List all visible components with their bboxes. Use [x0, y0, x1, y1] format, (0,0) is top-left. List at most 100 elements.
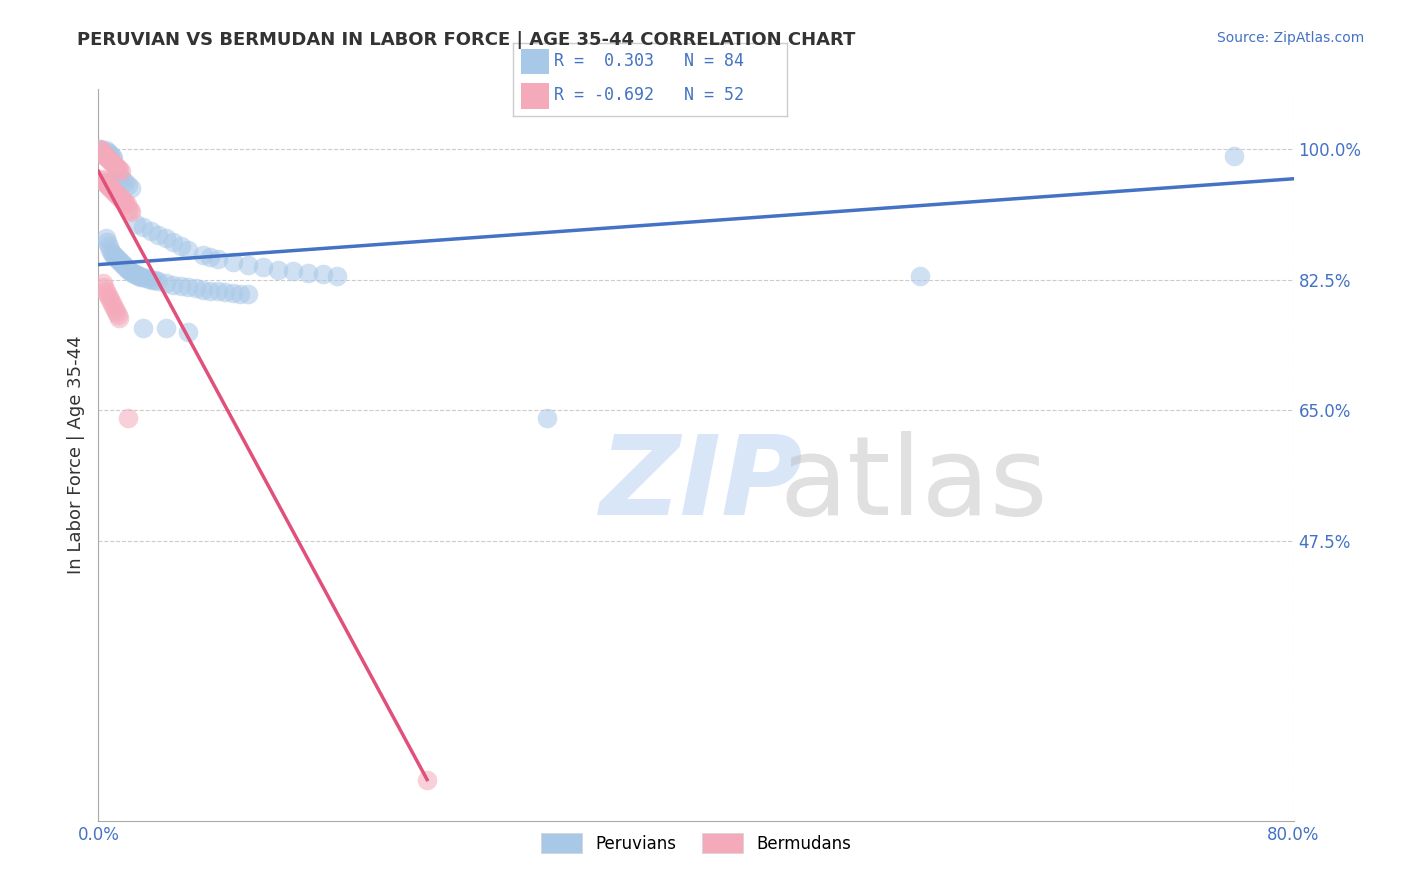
Point: [120, 265, 142, 279]
Point: [114, 195, 136, 210]
Point: [132, 220, 155, 235]
Point: [908, 268, 931, 283]
Text: R = -0.692   N = 52: R = -0.692 N = 52: [554, 87, 744, 104]
Point: [107, 161, 129, 176]
Point: [177, 325, 200, 339]
Point: [103, 157, 125, 171]
Point: [118, 203, 141, 218]
Point: [103, 299, 125, 313]
Point: [169, 239, 191, 253]
Point: [132, 321, 155, 335]
Point: [90, 171, 112, 186]
Point: [94, 284, 117, 298]
Point: [155, 277, 177, 291]
Point: [252, 260, 274, 274]
Point: [148, 274, 170, 288]
Point: [94, 176, 117, 190]
Point: [107, 188, 129, 202]
Point: [162, 235, 184, 250]
Point: [93, 175, 115, 189]
Point: [143, 273, 166, 287]
Point: [132, 270, 155, 285]
Point: [200, 284, 222, 298]
Point: [121, 266, 143, 280]
Point: [108, 310, 131, 325]
Text: PERUVIAN VS BERMUDAN IN LABOR FORCE | AGE 35-44 CORRELATION CHART: PERUVIAN VS BERMUDAN IN LABOR FORCE | AG…: [77, 31, 856, 49]
Point: [207, 252, 229, 267]
Point: [416, 772, 439, 787]
Point: [139, 224, 162, 238]
Point: [93, 148, 115, 162]
Point: [162, 277, 184, 292]
Point: [103, 248, 125, 262]
Point: [111, 171, 134, 186]
Point: [281, 264, 304, 278]
Point: [118, 264, 141, 278]
Point: [98, 180, 122, 194]
Text: ZIP: ZIP: [600, 431, 804, 538]
Point: [222, 255, 245, 269]
Point: [184, 281, 207, 295]
Point: [94, 231, 117, 245]
Point: [91, 173, 114, 187]
Point: [101, 155, 124, 169]
Point: [107, 308, 129, 322]
Point: [103, 151, 125, 165]
Point: [96, 151, 118, 165]
Point: [200, 250, 222, 264]
Point: [101, 149, 124, 163]
Point: [104, 301, 127, 316]
Point: [96, 178, 118, 192]
Point: [236, 287, 259, 301]
Point: [96, 235, 118, 250]
Point: [98, 153, 122, 168]
Point: [326, 268, 349, 283]
Point: [1223, 149, 1246, 163]
Point: [148, 227, 170, 242]
Point: [110, 255, 132, 269]
Point: [191, 283, 214, 297]
Point: [297, 266, 319, 280]
Point: [177, 243, 200, 257]
Point: [120, 204, 142, 219]
Point: [105, 164, 128, 178]
Point: [117, 262, 139, 277]
Point: [128, 268, 150, 283]
Point: [110, 191, 132, 205]
Point: [93, 280, 115, 294]
Point: [91, 277, 114, 291]
Point: [536, 410, 558, 425]
Point: [94, 144, 117, 158]
Point: [117, 178, 139, 192]
Point: [104, 185, 127, 199]
Point: [96, 145, 118, 159]
Bar: [522, 83, 548, 109]
Point: [177, 280, 200, 294]
Point: [90, 144, 112, 158]
Point: [91, 145, 114, 160]
Point: [169, 279, 191, 293]
Point: [98, 148, 122, 162]
Point: [120, 180, 142, 194]
Point: [125, 268, 148, 282]
Text: Source: ZipAtlas.com: Source: ZipAtlas.com: [1216, 31, 1364, 45]
Point: [97, 179, 120, 194]
Point: [105, 251, 128, 265]
Point: [138, 272, 160, 286]
Point: [101, 246, 124, 260]
Point: [91, 145, 114, 160]
Point: [105, 160, 128, 174]
Point: [236, 258, 259, 272]
Point: [117, 202, 139, 216]
Point: [141, 272, 163, 286]
Point: [155, 231, 177, 245]
Point: [97, 290, 120, 304]
Point: [103, 184, 125, 198]
Point: [108, 189, 131, 203]
Point: [229, 286, 252, 301]
Point: [98, 293, 122, 307]
Legend: Peruvians, Bermudans: Peruvians, Bermudans: [534, 826, 858, 860]
Point: [214, 285, 236, 300]
Point: [110, 164, 132, 178]
Point: [222, 285, 245, 300]
